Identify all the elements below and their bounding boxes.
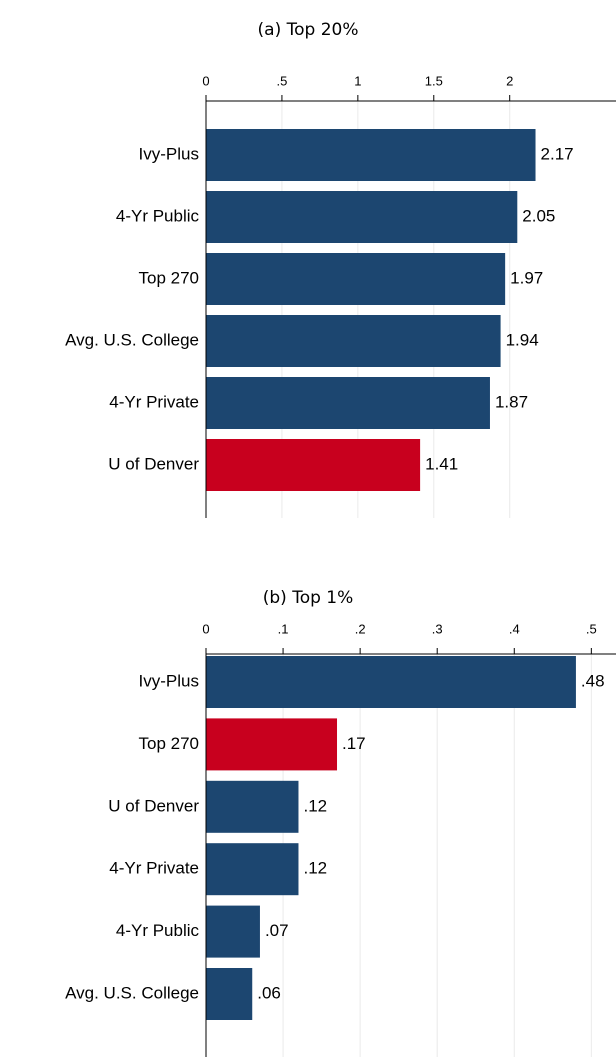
bar bbox=[206, 439, 421, 491]
x-tick-label: 1.5 bbox=[425, 73, 443, 88]
value-label: .17 bbox=[342, 734, 366, 753]
x-tick-label: .5 bbox=[586, 621, 597, 636]
value-label: .07 bbox=[265, 921, 289, 940]
value-label: 1.97 bbox=[510, 268, 543, 287]
category-label: Avg. U.S. College bbox=[65, 983, 199, 1002]
value-label: .12 bbox=[303, 859, 327, 878]
category-label: Top 270 bbox=[139, 734, 200, 753]
category-label: Top 270 bbox=[139, 268, 200, 287]
category-label: U of Denver bbox=[108, 796, 199, 815]
category-label: 4-Yr Public bbox=[116, 206, 200, 225]
bar bbox=[206, 191, 518, 243]
x-tick-label: .3 bbox=[432, 621, 443, 636]
bar bbox=[206, 656, 576, 708]
x-tick-label: 2 bbox=[506, 73, 513, 88]
x-tick-label: .1 bbox=[278, 621, 289, 636]
value-label: .06 bbox=[257, 983, 281, 1002]
value-label: 1.41 bbox=[425, 454, 458, 473]
category-label: U of Denver bbox=[108, 454, 199, 473]
category-label: 4-Yr Private bbox=[109, 859, 199, 878]
bar bbox=[206, 905, 260, 958]
category-label: 4-Yr Private bbox=[109, 392, 199, 411]
bar bbox=[206, 253, 506, 305]
bar bbox=[206, 129, 536, 181]
category-label: Ivy-Plus bbox=[139, 144, 199, 163]
category-label: Avg. U.S. College bbox=[65, 330, 199, 349]
bar bbox=[206, 968, 253, 1020]
x-tick-label: 0 bbox=[202, 621, 209, 636]
x-tick-label: .5 bbox=[277, 73, 288, 88]
value-label: 1.87 bbox=[495, 392, 528, 411]
x-tick-label: 0 bbox=[202, 73, 209, 88]
bar bbox=[206, 843, 299, 896]
bar bbox=[206, 718, 338, 771]
chart-title: (b) Top 1% bbox=[263, 588, 354, 608]
x-tick-label: .4 bbox=[509, 621, 520, 636]
bar bbox=[206, 780, 299, 833]
bar bbox=[206, 377, 490, 429]
value-label: 2.17 bbox=[541, 144, 574, 163]
bar bbox=[206, 315, 501, 367]
category-label: Ivy-Plus bbox=[139, 671, 199, 690]
category-label: 4-Yr Public bbox=[116, 921, 200, 940]
value-label: 1.94 bbox=[506, 330, 539, 349]
x-tick-label: .2 bbox=[355, 621, 366, 636]
value-label: .12 bbox=[303, 796, 327, 815]
value-label: 2.05 bbox=[522, 206, 555, 225]
value-label: .48 bbox=[581, 671, 605, 690]
chart-title: (a) Top 20% bbox=[258, 20, 359, 40]
x-tick-label: 1 bbox=[354, 73, 361, 88]
